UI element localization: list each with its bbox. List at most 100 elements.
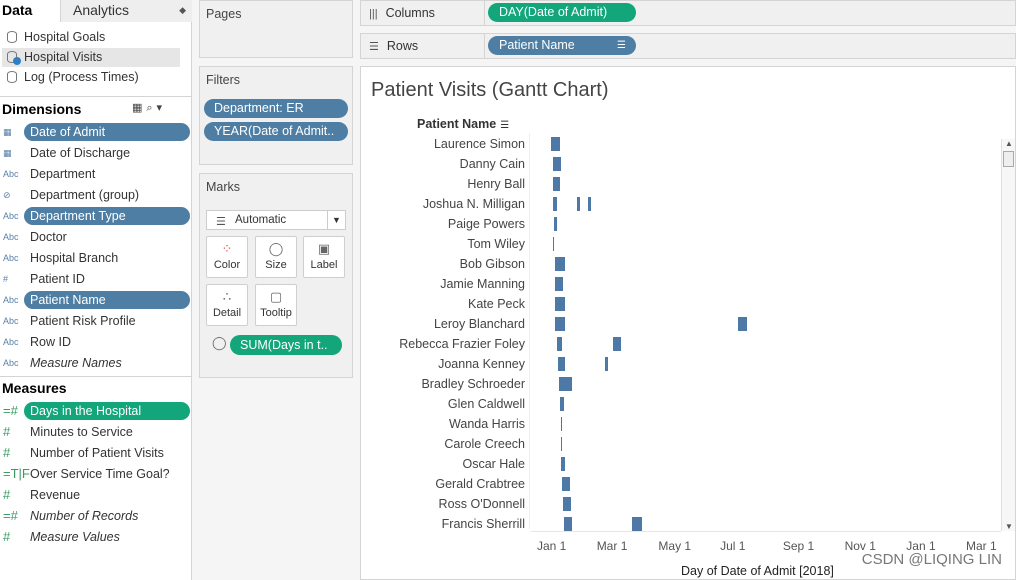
patient-name-label: Glen Caldwell [447,397,525,411]
field-label: Doctor [30,230,67,244]
filter-pill-department[interactable]: Department: ER [204,99,348,118]
datasource-item[interactable]: Hospital Visits [2,48,180,67]
gantt-bar[interactable] [563,497,572,511]
columns-shelf[interactable]: ||| Columns DAY(Date of Admit) [360,0,1016,26]
label-button[interactable]: ▣ Label [303,236,345,278]
bar-chart-icon: ☰ [216,216,226,228]
field-item[interactable]: # Measure Values [0,527,190,547]
datasource-item[interactable]: Log (Process Times) [2,68,180,87]
gantt-bar[interactable] [555,317,566,331]
gantt-bar[interactable] [553,237,555,251]
field-type-icon: =# [3,508,18,523]
field-item[interactable]: Abc Row ID [0,332,190,352]
field-label: Patient Name [24,291,190,309]
x-tick-label: Sep 1 [782,539,815,553]
field-label: Measure Names [30,356,122,370]
columns-label-cell: ||| Columns [361,1,485,25]
field-type-icon: # [3,487,11,502]
mark-type-dropdown[interactable]: ☰ Automatic ▼ [206,210,346,230]
gantt-bar[interactable] [561,457,566,471]
gantt-bar[interactable] [553,157,562,171]
field-item[interactable]: Abc Department [0,164,190,184]
gantt-bar[interactable] [738,317,748,331]
patient-name-label: Danny Cain [459,157,525,171]
tooltip-button[interactable]: ▢ Tooltip [255,284,297,326]
field-item[interactable]: # Minutes to Service [0,422,190,442]
columns-label: Columns [385,6,435,20]
gantt-bar[interactable] [631,517,643,531]
gantt-bar[interactable] [555,257,566,271]
gantt-bar[interactable] [604,357,608,371]
gantt-bar[interactable] [554,217,558,231]
columns-icon: ||| [369,8,378,20]
gantt-bar[interactable] [555,297,566,311]
patient-name-label: Bradley Schroeder [421,377,525,391]
field-item[interactable]: Abc Doctor [0,227,190,247]
color-button[interactable]: ⁘ Color [206,236,248,278]
vertical-scrollbar[interactable]: ▲ ▼ [1001,139,1015,531]
gantt-bar[interactable] [553,197,558,211]
field-item[interactable]: Abc Department Type [0,206,190,226]
columns-pill-day-of-admit[interactable]: DAY(Date of Admit) [488,3,636,22]
field-item[interactable]: Abc Measure Names [0,353,190,373]
gantt-bar[interactable] [555,277,564,291]
gantt-bar[interactable] [564,517,573,531]
detail-button[interactable]: ∴ Detail [206,284,248,326]
size-button[interactable]: ◯ Size [255,236,297,278]
field-item[interactable]: =# Days in the Hospital [0,401,190,421]
field-item[interactable]: =# Number of Records [0,506,190,526]
field-item[interactable]: ▦ Date of Discharge [0,143,190,163]
filter-pill-year[interactable]: YEAR(Date of Admit.. [204,122,348,141]
gantt-bar[interactable] [588,197,592,211]
field-item[interactable]: # Patient ID [0,269,190,289]
dimensions-tools[interactable]: ▦⌕▾ [132,102,167,114]
gantt-bar[interactable] [558,357,566,371]
row-header[interactable]: Patient Name ☰ [417,117,509,131]
gantt-bar[interactable] [557,337,563,351]
row-header-label: Patient Name [417,117,497,131]
field-item[interactable]: ▦ Date of Admit [0,122,190,142]
filters-title: Filters [206,73,241,87]
field-type-icon: ▦ [3,127,12,137]
field-type-icon: # [3,445,11,460]
worksheet-view: Patient Visits (Gantt Chart) Patient Nam… [360,66,1016,580]
scroll-thumb[interactable] [1003,151,1014,167]
patient-name-label: Carole Creech [444,437,525,451]
field-type-icon: Abc [3,211,19,221]
pages-shelf[interactable]: Pages [199,0,353,58]
gantt-bar[interactable] [560,397,565,411]
gantt-bar[interactable] [577,197,581,211]
field-item[interactable]: ⊘ Department (group) [0,185,190,205]
patient-name-label: Kate Peck [468,297,525,311]
field-item[interactable]: Abc Patient Risk Profile [0,311,190,331]
tab-analytics[interactable]: Analytics ◆ [60,0,192,22]
tab-analytics-label: Analytics [73,2,130,18]
tab-data[interactable]: Data [0,0,60,22]
field-type-icon: ⊘ [3,190,11,200]
gantt-bar[interactable] [612,337,621,351]
field-item[interactable]: Abc Hospital Branch [0,248,190,268]
datasource-item[interactable]: Hospital Goals [2,28,180,47]
field-label: Number of Records [30,509,139,523]
gantt-bar[interactable] [562,477,571,491]
field-item[interactable]: =T|F Over Service Time Goal? [0,464,190,484]
size-pill-days[interactable]: SUM(Days in t.. [230,335,342,355]
gantt-bar[interactable] [559,377,573,391]
gantt-bar[interactable] [561,417,563,431]
gantt-bar[interactable] [561,437,563,451]
field-label: Department (group) [30,188,140,202]
field-item[interactable]: # Number of Patient Visits [0,443,190,463]
rows-shelf[interactable]: ☰ Rows Patient Name ☰ [360,33,1016,59]
field-item[interactable]: Abc Patient Name [0,290,190,310]
filters-shelf[interactable]: Filters Department: ER YEAR(Date of Admi… [199,66,353,165]
gantt-bar[interactable] [551,137,561,151]
gantt-bar[interactable] [553,177,561,191]
field-label: Date of Admit [24,123,190,141]
x-tick-label: Mar 1 [596,539,628,553]
patient-name-label: Oscar Hale [462,457,525,471]
rows-pill-patient-name[interactable]: Patient Name ☰ [488,36,636,55]
field-item[interactable]: # Revenue [0,485,190,505]
detail-dots-icon: ∴ [222,289,232,304]
patient-name-label: Jamie Manning [440,277,525,291]
tooltip-icon: ▢ [269,289,283,304]
